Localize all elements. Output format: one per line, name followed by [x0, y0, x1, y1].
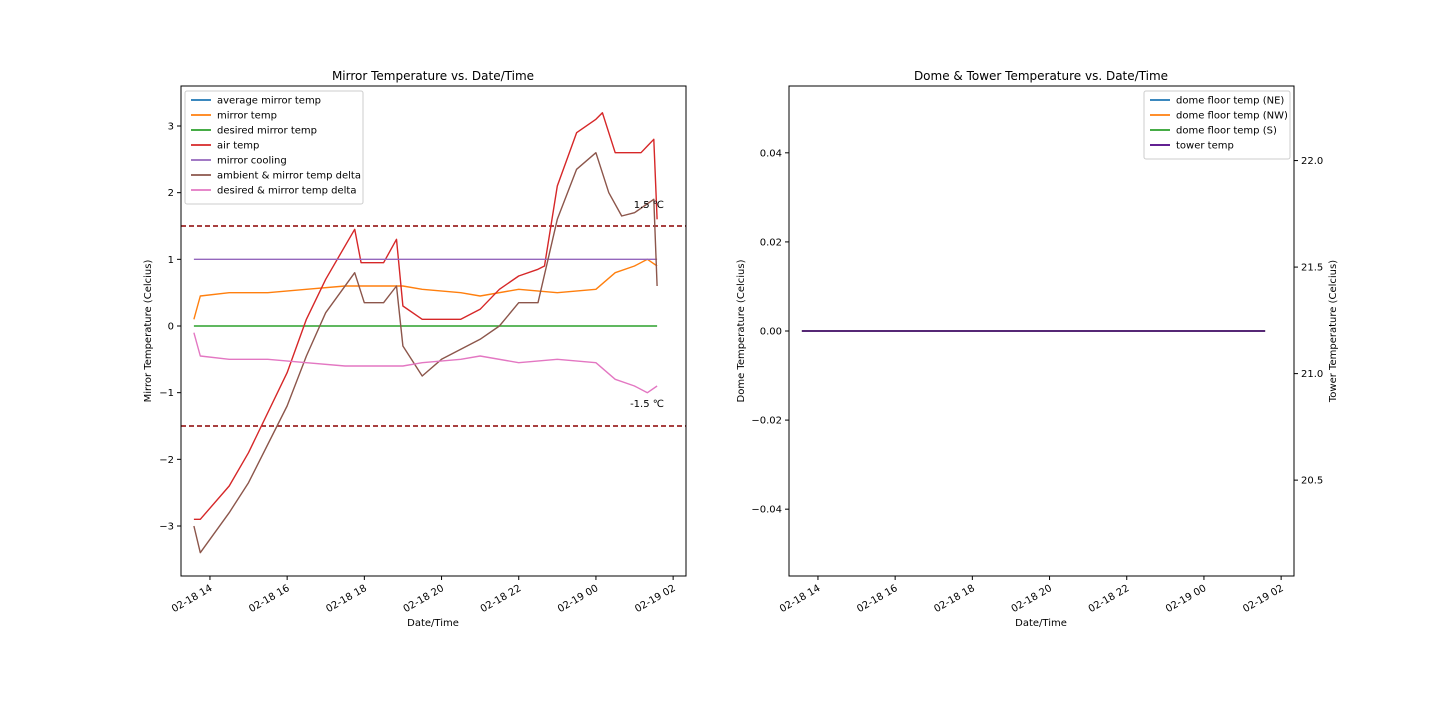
- legend-label: dome floor temp (NE): [1176, 96, 1284, 107]
- y-tick-label: −2: [159, 455, 174, 466]
- series-line-1: [193, 258, 658, 320]
- x-axis-label: Date/Time: [407, 618, 459, 629]
- legend-label: mirror temp: [217, 111, 277, 122]
- x-tick-label: 02-18 16: [247, 583, 291, 615]
- y2-tick-label: 21.0: [1301, 369, 1323, 380]
- y-tick-label: 0.00: [760, 327, 782, 338]
- x-axis-label: Date/Time: [1015, 618, 1067, 629]
- legend-label: desired mirror temp: [217, 126, 317, 137]
- y-tick-label: −3: [159, 522, 174, 533]
- y2-tick-label: 21.5: [1301, 263, 1323, 274]
- x-tick-label: 02-19 00: [1164, 583, 1208, 615]
- y-axis-label: Dome Temperature (Celcius): [736, 259, 747, 402]
- y-axis-label: Mirror Temperature (Celcius): [143, 260, 154, 403]
- y-tick-label: 2: [168, 188, 174, 199]
- chart-title: Dome & Tower Temperature vs. Date/Time: [914, 69, 1168, 83]
- legend-label: mirror cooling: [217, 156, 287, 167]
- y2-axis-label: Tower Temperature (Celcius): [1328, 260, 1339, 403]
- x-tick-label: 02-18 22: [1087, 583, 1131, 615]
- y2-tick-label: 20.5: [1301, 476, 1323, 487]
- dome-tower-temperature-chart: Dome & Tower Temperature vs. Date/Time D…: [736, 69, 1339, 629]
- legend-label: dome floor temp (NW): [1176, 111, 1288, 122]
- x-tick-label: 02-18 22: [479, 583, 523, 615]
- legend-label: air temp: [217, 141, 259, 152]
- legend-label: desired & mirror temp delta: [217, 186, 356, 197]
- series-line-5: [193, 151, 658, 554]
- chart-title: Mirror Temperature vs. Date/Time: [332, 69, 534, 83]
- legend-label: ambient & mirror temp delta: [217, 171, 361, 182]
- plot-frame: [180, 85, 687, 577]
- x-tick-label: 02-19 02: [1241, 583, 1285, 615]
- x-tick-label: 02-18 20: [1010, 583, 1054, 615]
- y-tick-label: −0.04: [751, 505, 782, 516]
- x-tick-label: 02-18 14: [170, 583, 214, 615]
- y-tick-label: 3: [168, 122, 174, 133]
- threshold-label: -1.5 ℃: [630, 399, 664, 410]
- x-tick-label: 02-19 02: [633, 583, 677, 615]
- series-line-3: [193, 111, 658, 520]
- y-tick-label: −0.02: [751, 416, 782, 427]
- x-tick-label: 02-18 18: [324, 583, 368, 615]
- legend-box: [184, 90, 364, 205]
- mirror-temperature-chart: Mirror Temperature vs. Date/Time Date/Ti…: [143, 69, 687, 629]
- y2-tick-label: 22.0: [1301, 156, 1323, 167]
- x-tick-label: 02-18 16: [855, 583, 899, 615]
- threshold-label: 1.5 ℃: [634, 200, 664, 211]
- x-tick-label: 02-19 00: [556, 583, 600, 615]
- legend-label: dome floor temp (S): [1176, 126, 1277, 137]
- y-tick-label: 1: [168, 255, 174, 266]
- legend-label: tower temp: [1176, 141, 1234, 152]
- x-tick-label: 02-18 18: [932, 583, 976, 615]
- legend-box: [1143, 90, 1291, 160]
- y-tick-label: 0: [168, 322, 174, 333]
- y-tick-label: −1: [159, 388, 174, 399]
- legend-label: average mirror temp: [217, 96, 321, 107]
- series-line-6: [193, 332, 658, 394]
- y-tick-label: 0.04: [760, 148, 782, 159]
- y-tick-label: 0.02: [760, 237, 782, 248]
- x-tick-label: 02-18 20: [402, 583, 446, 615]
- x-tick-label: 02-18 14: [778, 583, 822, 615]
